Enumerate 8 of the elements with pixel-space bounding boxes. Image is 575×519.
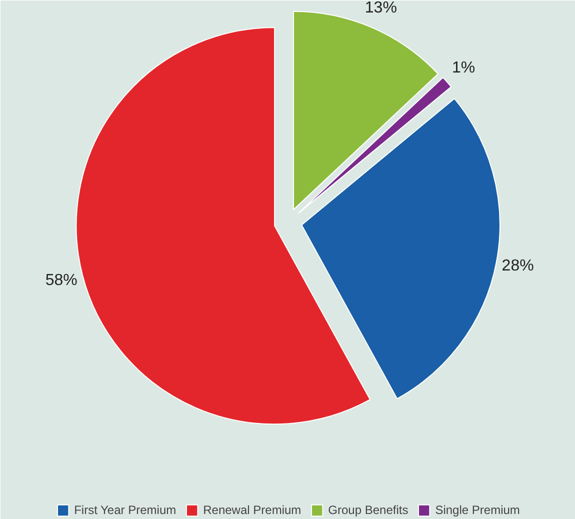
legend-label: Single Premium	[435, 503, 520, 517]
legend-label: First Year Premium	[74, 503, 176, 517]
data-label: 1%	[452, 59, 476, 76]
legend-label: Group Benefits	[328, 503, 408, 517]
data-label: 58%	[45, 272, 78, 289]
legend-label: Renewal Premium	[203, 503, 302, 517]
data-label: 13%	[364, 0, 397, 16]
data-label: 28%	[502, 258, 534, 275]
